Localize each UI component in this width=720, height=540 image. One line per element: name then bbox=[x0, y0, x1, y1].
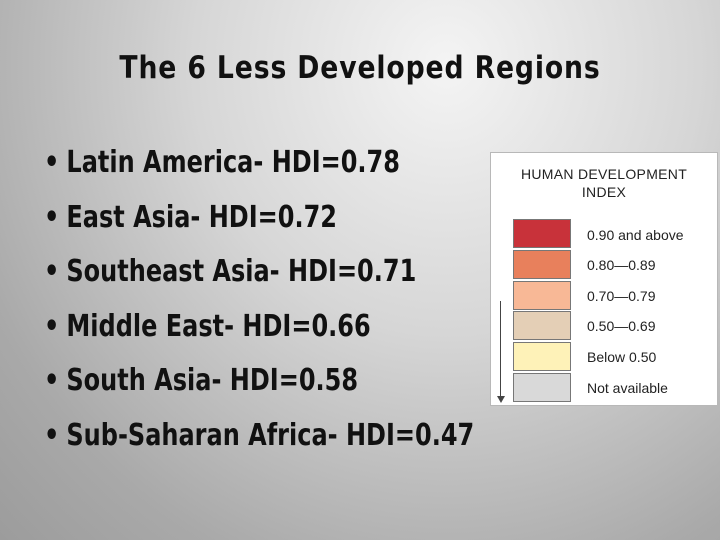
region-bullet-list: • Latin America- HDI=0.78 • East Asia- HDI… bbox=[44, 136, 582, 463]
bullet-text: Latin America- HDI=0.78 bbox=[66, 145, 400, 180]
bullet-glyph: • bbox=[44, 145, 60, 180]
legend-swatch bbox=[513, 219, 571, 248]
bullet-text: South Asia- HDI=0.58 bbox=[66, 363, 359, 398]
bullet-glyph: • bbox=[44, 199, 60, 235]
legend-swatch bbox=[513, 281, 571, 310]
bullet-item: • Middle East- HDI=0.66 bbox=[44, 300, 474, 355]
bullet-item: • Latin America- HDI=0.78 bbox=[44, 136, 474, 191]
hdi-legend: HUMAN DEVELOPMENT INDEX 0.90 and above 0… bbox=[490, 152, 718, 406]
arrow-down-icon bbox=[500, 301, 501, 399]
arrowhead-icon bbox=[497, 396, 505, 403]
legend-title: HUMAN DEVELOPMENT INDEX bbox=[491, 165, 717, 201]
legend-title-line2: INDEX bbox=[581, 184, 627, 200]
bullet-glyph: • bbox=[44, 417, 60, 453]
legend-title-line1: HUMAN DEVELOPMENT bbox=[520, 166, 688, 182]
legend-swatch bbox=[513, 311, 571, 340]
bullet-item: • South Asia- HDI=0.58 bbox=[44, 354, 474, 409]
legend-label: 0.80—0.89 bbox=[587, 257, 656, 273]
bullet-item: • East Asia- HDI=0.72 bbox=[44, 191, 474, 246]
bullet-text: East Asia- HDI=0.72 bbox=[66, 199, 337, 235]
bullet-item: • Southeast Asia- HDI=0.71 bbox=[44, 245, 474, 300]
legend-label: 0.70—0.79 bbox=[587, 288, 656, 304]
legend-label: 0.50—0.69 bbox=[587, 318, 656, 334]
bullet-glyph: • bbox=[44, 254, 60, 289]
slide-title: The 6 Less Developed Regions bbox=[119, 50, 601, 86]
legend-swatch bbox=[513, 373, 571, 402]
legend-swatch bbox=[513, 342, 571, 371]
legend-swatch bbox=[513, 250, 571, 279]
bullet-item: • Sub-Saharan Africa- HDI=0.47 bbox=[44, 409, 474, 464]
bullet-glyph: • bbox=[44, 308, 60, 344]
bullet-glyph: • bbox=[44, 363, 60, 398]
legend-label: Below 0.50 bbox=[587, 349, 657, 365]
legend-label: Not available bbox=[587, 380, 668, 396]
bullet-text: Sub-Saharan Africa- HDI=0.47 bbox=[66, 417, 475, 453]
legend-label: 0.90 and above bbox=[587, 227, 684, 243]
bullet-text: Middle East- HDI=0.66 bbox=[66, 308, 371, 344]
bullet-text: Southeast Asia- HDI=0.71 bbox=[66, 254, 417, 289]
